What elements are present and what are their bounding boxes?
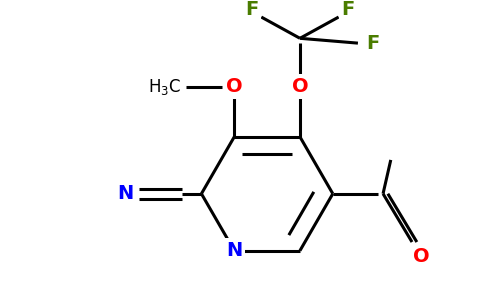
Text: F: F	[366, 34, 379, 52]
Text: F: F	[342, 0, 355, 19]
Text: O: O	[413, 247, 430, 266]
Text: O: O	[292, 77, 308, 96]
Text: N: N	[118, 184, 134, 203]
Text: N: N	[226, 241, 242, 260]
Text: F: F	[245, 0, 258, 19]
Text: H$_3$C: H$_3$C	[148, 76, 181, 97]
Text: O: O	[226, 77, 242, 96]
